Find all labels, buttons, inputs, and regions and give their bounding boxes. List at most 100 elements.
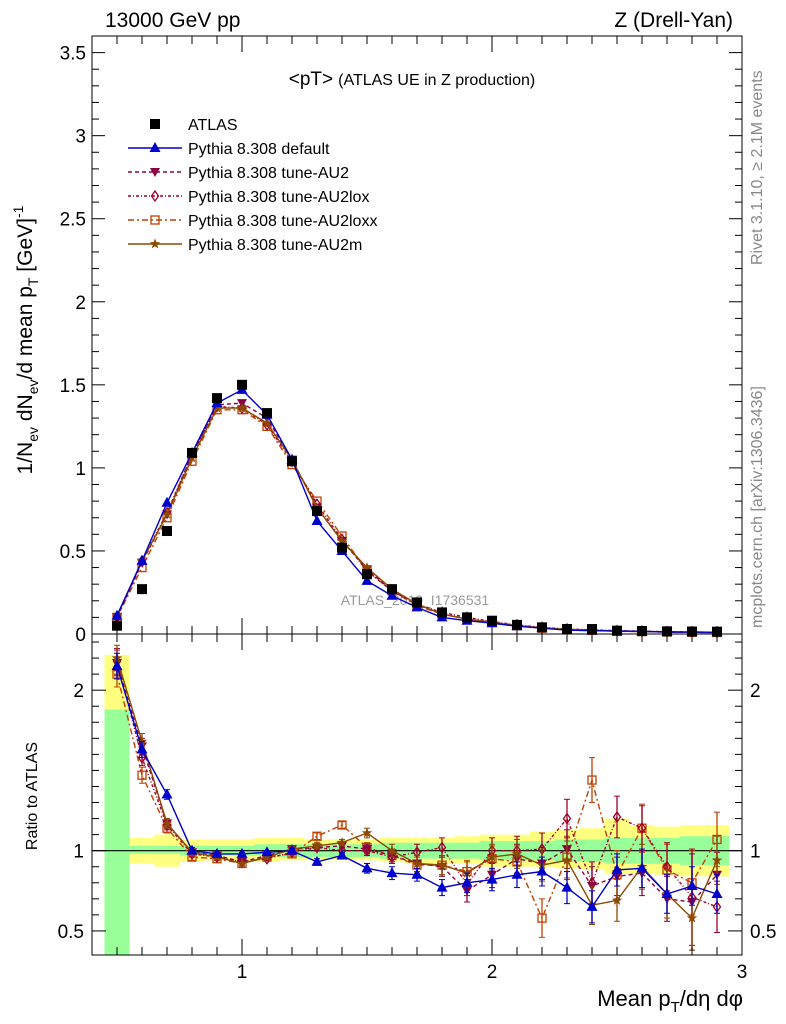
ratio-point-default [136, 743, 148, 754]
point-atlas [537, 622, 547, 633]
ratio-point-au2m [236, 858, 248, 868]
ratio-point-default [186, 844, 198, 855]
ratio-y-tick-label: 1 [73, 842, 84, 863]
x-axis-title: Mean pT/dη dφ [597, 986, 743, 1016]
band-inner [129, 845, 155, 854]
ratio-y-tick-label-right: 1 [750, 842, 761, 863]
ratio-point-au2lox [137, 751, 147, 764]
y-tick-label: 3 [75, 127, 86, 148]
ratio-point-au2m [161, 817, 173, 828]
ratio-point-default [436, 881, 448, 892]
mcplots-label: mcplots.cern.ch [arXiv:1306.3436] [749, 386, 766, 628]
point-default [311, 515, 323, 526]
band-inner [154, 845, 180, 854]
legend: ATLAS Pythia 8.308 default Pythia 8.308 tu… [128, 117, 377, 254]
ratio-point-default [361, 862, 373, 873]
legend-entry-au2m: Pythia 8.308 tune-AU2m [128, 237, 362, 254]
y-tick-label: 1 [75, 459, 86, 480]
y-tick-label: 1.5 [60, 376, 86, 397]
ratio-point-default [686, 879, 698, 890]
point-atlas [212, 393, 222, 404]
point-atlas [137, 584, 147, 595]
point-atlas [587, 624, 597, 635]
ratio-point-default [161, 788, 173, 799]
point-au2m [211, 402, 223, 413]
y-tick-label: 0 [75, 625, 86, 646]
ratio-point-au2m [486, 851, 498, 862]
svg-text:1/Nev dNev/d mean pT [GeV]-1: 1/Nev dNev/d mean pT [GeV]-1 [10, 205, 41, 474]
legend-label: Pythia 8.308 tune-AU2lox [188, 189, 369, 206]
ratio-point-default [336, 849, 348, 860]
ratio-point-au2loxx [337, 820, 347, 830]
y-axis-title-ratio: Ratio to ATLAS [24, 742, 41, 850]
ratio-point-default [511, 868, 523, 879]
ratio-point-au2m [711, 854, 723, 865]
ratio-point-au2m [261, 851, 273, 862]
ratio-point-au2m [611, 894, 623, 905]
y-tick-label: 3.5 [60, 44, 86, 65]
header-right: Z (Drell-Yan) [614, 9, 733, 32]
point-au2m [261, 417, 273, 428]
ratio-frame [91, 633, 743, 956]
legend-marker [150, 189, 160, 203]
point-atlas [312, 506, 322, 517]
ratio-point-default [711, 888, 723, 899]
ratio-point-au2 [362, 845, 372, 855]
ratio-point-au2m [386, 845, 398, 856]
point-default [161, 496, 173, 507]
ratio-point-au2m [436, 859, 448, 870]
ratio-y-tick-label-right: 0.5 [750, 922, 776, 943]
ratio-point-au2loxx [537, 913, 547, 923]
point-atlas [387, 584, 397, 595]
legend-entry-au2: Pythia 8.308 tune-AU2 [128, 165, 349, 182]
band-inner [104, 709, 130, 955]
chart-title-sub: (ATLAS UE in Z production) [338, 72, 535, 89]
ratio-point-au2m [686, 912, 698, 923]
chart-title-main: <pT> [289, 69, 333, 90]
point-atlas [712, 626, 722, 637]
ratio-y-tick-label-right: 2 [750, 681, 761, 702]
y-tick-label: 0.5 [60, 542, 86, 563]
point-atlas [337, 542, 347, 553]
ratio-point-default [486, 873, 498, 884]
main-panel: 0 0.5 1 1.5 2 2.5 3 3.5 [60, 35, 743, 646]
ratio-point-default [386, 867, 398, 878]
y-tick-label: 2 [75, 293, 86, 314]
legend-marker [150, 119, 160, 129]
y-tick-label: 2.5 [60, 210, 86, 231]
ratio-panel: 0.5 1 2 0.5 1 2 1 2 3 [58, 633, 776, 983]
ratio-point-default [411, 868, 423, 879]
legend-marker [149, 142, 161, 152]
ratio-point-au2m [461, 867, 473, 878]
point-default [361, 574, 373, 585]
point-au2m [361, 562, 373, 572]
point-default [136, 554, 148, 565]
legend-entry-au2loxx: Pythia 8.308 tune-AU2loxx [128, 213, 377, 230]
point-atlas [162, 526, 172, 537]
point-atlas [462, 612, 472, 623]
ratio-point-default [311, 855, 323, 866]
header-left: 13000 GeV pp [105, 9, 240, 32]
ratio-point-au2m [336, 837, 348, 848]
legend-marker [150, 215, 160, 225]
point-atlas [187, 447, 197, 458]
legend-entry-atlas: ATLAS [150, 117, 238, 134]
x-tick-label: 3 [737, 962, 748, 983]
point-atlas [362, 569, 372, 580]
ratio-point-au2m [561, 854, 573, 865]
legend-label: Pythia 8.308 tune-AU2m [188, 237, 362, 254]
ratio-point-au2loxx [137, 770, 147, 780]
chart-title: <pT> (ATLAS UE in Z production) [289, 69, 535, 90]
legend-entry-au2lox: Pythia 8.308 tune-AU2lox [128, 189, 369, 206]
ratio-point-au2m [136, 736, 148, 746]
ratio-point-default [461, 876, 473, 887]
legend-label: Pythia 8.308 tune-AU2loxx [188, 213, 377, 230]
x-tick-label: 1 [237, 962, 248, 983]
ratio-point-default [611, 863, 623, 874]
point-atlas [687, 626, 697, 637]
point-atlas [562, 624, 572, 635]
point-atlas [237, 379, 247, 390]
point-atlas [637, 626, 647, 637]
ratio-point-au2lox [637, 822, 647, 835]
